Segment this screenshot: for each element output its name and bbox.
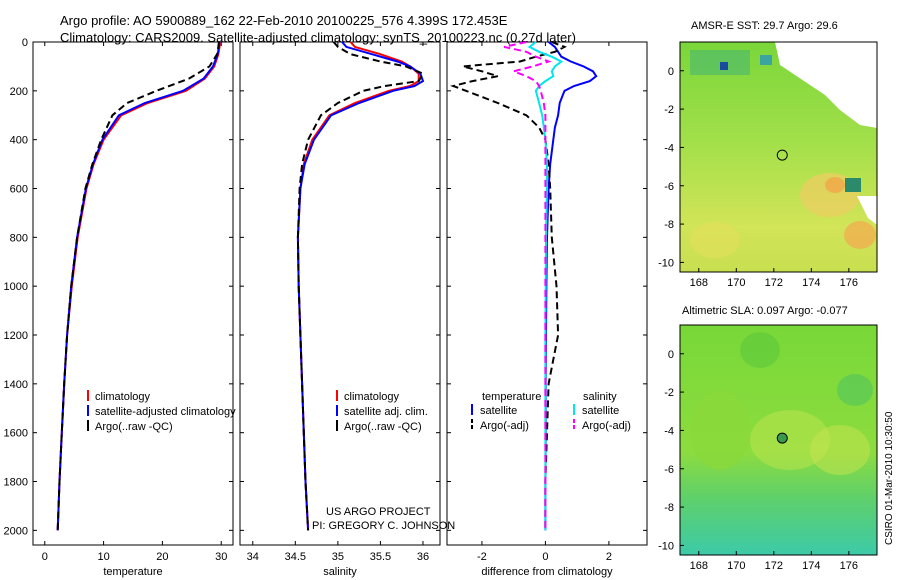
temperature-legend-label: climatology [95,391,151,403]
temperature-legend-label: satellite-adjusted climatology [95,406,236,418]
salinity-legend-label: satellite adj. clim. [344,406,428,418]
sst-heatmap-field [680,42,877,272]
depth-tick-label: 1200 [4,330,28,342]
sst_map-axes-box [679,41,878,273]
salinity-xtick-label: 34.5 [285,551,306,563]
temperature-series-climatology [56,41,222,531]
difference-series-salinity-argo-adj- [503,41,552,531]
sst_map-ytick-label: -8 [664,219,674,231]
temperature-series-argo-raw-qc- [56,41,220,531]
depth-tick-label: 200 [10,86,28,98]
depth-tick-label: 400 [10,135,28,147]
difference-xtick-label: 0 [542,551,548,563]
sst_map-ytick-label: 0 [668,66,674,78]
sst_map-argo-position-marker [776,149,788,161]
difference-axes-box [446,41,648,546]
title-line-2: Climatology: CARS2009. Satellite-adjuste… [60,30,576,45]
temperature-series-satellite-adjusted-climatology [56,41,221,531]
diff-legend-temperature-header: temperature [482,391,541,403]
sst_map-xtick-label: 174 [802,277,820,289]
sst_map-xtick-label: 170 [727,277,745,289]
temperature-axes-box [32,41,234,546]
salinity-xtick-label: 36 [417,551,429,563]
sla_map-ytick-label: -2 [664,387,674,399]
difference-xlabel: difference from climatology [481,566,613,578]
sst_map-ytick-label: -2 [664,104,674,116]
salinity-xlabel: salinity [323,566,357,578]
temperature-xlabel: temperature [103,566,162,578]
salinity-series-argo-raw-qc- [296,41,425,531]
sla_map-axes-box [679,324,878,556]
sst_map-xtick-label: 172 [765,277,783,289]
credit-project: US ARGO PROJECT [326,506,431,518]
sla_map-xtick-label: 172 [765,560,783,572]
difference-series-temperature-argo-adj- [449,41,567,531]
salinity-xtick-label: 35 [332,551,344,563]
depth-tick-label: 800 [10,232,28,244]
difference-xtick-label: -2 [477,551,487,563]
credit-pi: PI: GREGORY C. JOHNSON [312,520,456,532]
temperature-xtick-label: 30 [215,551,227,563]
difference-xtick-label: 2 [606,551,612,563]
depth-tick-label: 2000 [4,525,28,537]
sla_map-ytick-label: -4 [664,425,674,437]
depth-tick-label: 0 [22,37,28,49]
depth-tick-label: 1600 [4,428,28,440]
depth-tick-label: 600 [10,184,28,196]
title-line-1: Argo profile: AO 5900889_162 22-Feb-2010… [60,13,508,28]
depth-tick-label: 1400 [4,379,28,391]
sla_map-ytick-label: -8 [664,502,674,514]
diff-legend-salinity-header: salinity [583,391,617,403]
sst_map-ytick-label: -6 [664,181,674,193]
sla_map-ytick-label: -6 [664,464,674,476]
sst-map-title: AMSR-E SST: 29.7 Argo: 29.6 [691,20,838,32]
print-stamp: CSIRO 01-Mar-2010 10:30:50 [884,411,895,545]
sla_map-xtick-label: 170 [727,560,745,572]
salinity-legend-label: Argo(..raw -QC) [344,421,422,433]
diff-legend-sal-argo-label: Argo(-adj) [582,420,631,432]
sla_map-xtick-label: 176 [840,560,858,572]
salinity-xtick-label: 35.5 [370,551,391,563]
diff-legend-sal-satellite-label: satellite [582,405,619,417]
sla_map-xtick-label: 168 [690,560,708,572]
difference-series-temperature-satellite [544,41,598,531]
temperature-xtick-label: 0 [42,551,48,563]
diff-legend-temp-argo-label: Argo(-adj) [480,420,529,432]
temperature-xtick-label: 20 [156,551,168,563]
sla-map-title: Altimetric SLA: 0.097 Argo: -0.077 [682,305,848,317]
diff-legend-temp-satellite-label: satellite [480,405,517,417]
sst_map-ytick-label: -10 [658,257,674,269]
sla-heatmap-field [680,325,877,555]
salinity-axes-box [239,41,441,546]
sla_map-ytick-label: 0 [668,349,674,361]
sst_map-ytick-label: -4 [664,142,674,154]
sst_map-xtick-label: 168 [690,277,708,289]
salinity-series-climatology [296,41,420,531]
temperature-legend-label: Argo(..raw -QC) [95,421,173,433]
difference-series-salinity-satellite [527,41,564,531]
depth-tick-label: 1000 [4,281,28,293]
salinity-series-satellite-adj-clim- [296,41,425,531]
sla_map-argo-position-marker [776,432,788,444]
sla_map-ytick-label: -10 [658,540,674,552]
depth-tick-label: 1800 [4,477,28,489]
salinity-legend-label: climatology [344,391,400,403]
sst_map-xtick-label: 176 [840,277,858,289]
salinity-xtick-label: 34 [247,551,259,563]
temperature-xtick-label: 10 [97,551,109,563]
sla_map-xtick-label: 174 [802,560,820,572]
